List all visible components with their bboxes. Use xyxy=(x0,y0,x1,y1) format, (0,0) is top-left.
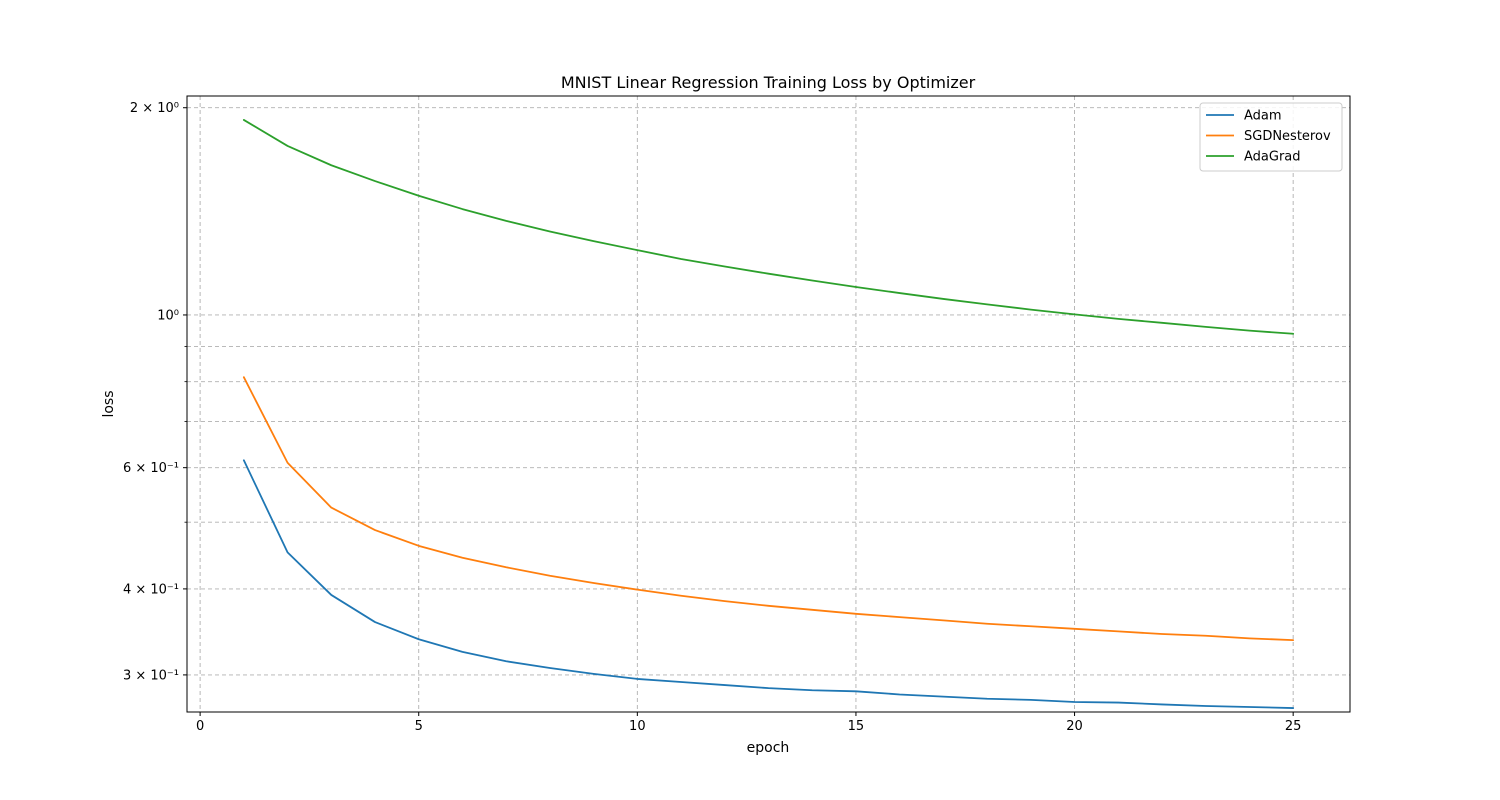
x-tick-label: 0 xyxy=(196,719,204,734)
series-lines xyxy=(242,119,1295,709)
x-tick-label: 25 xyxy=(1285,719,1302,734)
x-tick-label: 10 xyxy=(629,719,646,734)
x-axis-ticks: 0 5 10 15 20 25 xyxy=(196,712,1301,734)
legend: Adam SGDNesterov AdaGrad xyxy=(1199,102,1343,172)
x-tick-label: 5 xyxy=(415,719,423,734)
legend-label: Adam xyxy=(1244,109,1282,124)
y-tick-label: 6 × 10⁻¹ xyxy=(123,461,179,476)
legend-label: AdaGrad xyxy=(1244,150,1301,165)
x-axis-label: epoch xyxy=(747,740,790,756)
plot-area-frame xyxy=(186,95,1351,713)
y-tick-label: 2 × 10⁰ xyxy=(130,101,179,116)
y-tick-label: 10⁰ xyxy=(157,308,179,323)
y-axis-ticks: 3 × 10⁻¹ 4 × 10⁻¹ 6 × 10⁻¹ 10⁰ 2 × 10⁰ xyxy=(123,101,187,683)
grid xyxy=(187,96,1350,712)
chart-title: MNIST Linear Regression Training Loss by… xyxy=(561,73,976,92)
legend-box xyxy=(1199,102,1343,172)
series-line-adam xyxy=(242,459,1295,709)
series-line-sgdnesterov xyxy=(242,376,1295,642)
y-axis-label: loss xyxy=(101,390,117,417)
x-tick-label: 15 xyxy=(848,719,865,734)
x-tick-label: 20 xyxy=(1066,719,1083,734)
y-tick-label: 3 × 10⁻¹ xyxy=(123,668,179,683)
legend-label: SGDNesterov xyxy=(1244,129,1331,144)
y-tick-label: 4 × 10⁻¹ xyxy=(123,582,179,597)
series-line-adagrad xyxy=(242,119,1295,335)
